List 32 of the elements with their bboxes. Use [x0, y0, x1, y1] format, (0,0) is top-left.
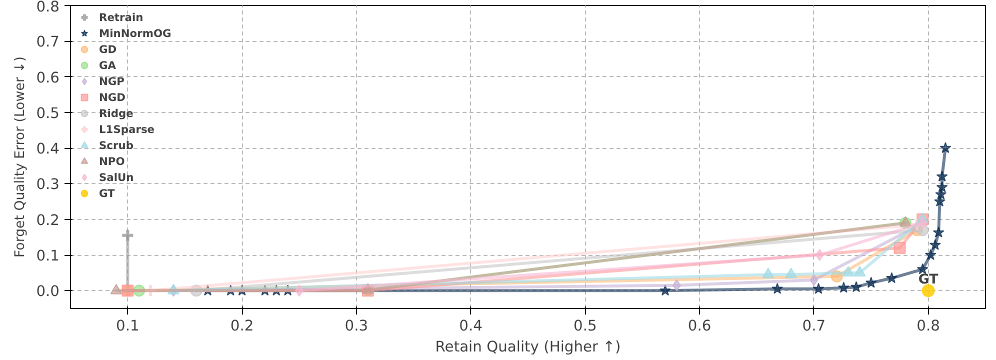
legend-label: GA	[99, 58, 117, 72]
y-tick-label: 0.8	[36, 0, 60, 16]
y-tick-label: 0.4	[36, 140, 60, 158]
x-tick-label: 0.4	[459, 318, 482, 334]
y-tick-label: 0.0	[36, 283, 60, 300]
y-tick-label: 0.7	[36, 34, 60, 51]
y-tick-label: 0.3	[36, 176, 60, 194]
legend-label: NGD	[99, 90, 126, 104]
x-axis-title: Retain Quality (Higher ↑)	[435, 338, 621, 356]
x-tick-label: 0.7	[802, 318, 826, 334]
annotation: GT	[918, 272, 940, 288]
x-tick-label: 0.1	[116, 318, 140, 334]
legend-label: MinNormOG	[99, 26, 172, 40]
y-tick-label: 0.1	[36, 248, 60, 265]
y-tick-label: 0.2	[36, 212, 60, 229]
legend-label: Retrain	[99, 10, 144, 24]
legend-label: NGP	[99, 74, 124, 88]
x-tick-label: 0.3	[344, 318, 368, 334]
x-tick-label: 0.8	[916, 318, 940, 334]
legend-label: Scrub	[99, 138, 134, 152]
y-axis-title: Forget Quality Error (Lower ↓)	[13, 56, 28, 258]
x-tick-label: 0.6	[688, 318, 712, 334]
y-tick-label: 0.5	[36, 104, 60, 122]
y-tick-label: 0.6	[36, 69, 60, 86]
legend-label: GT	[99, 186, 116, 200]
legend-label: L1Sparse	[99, 122, 155, 136]
legend-label: Ridge	[99, 106, 134, 120]
x-tick-label: 0.5	[574, 318, 597, 334]
legend-label: NPO	[99, 154, 125, 168]
legend-label: GD	[99, 42, 118, 56]
legend-label: SalUn	[99, 170, 134, 184]
x-tick-label: 0.2	[230, 318, 254, 334]
